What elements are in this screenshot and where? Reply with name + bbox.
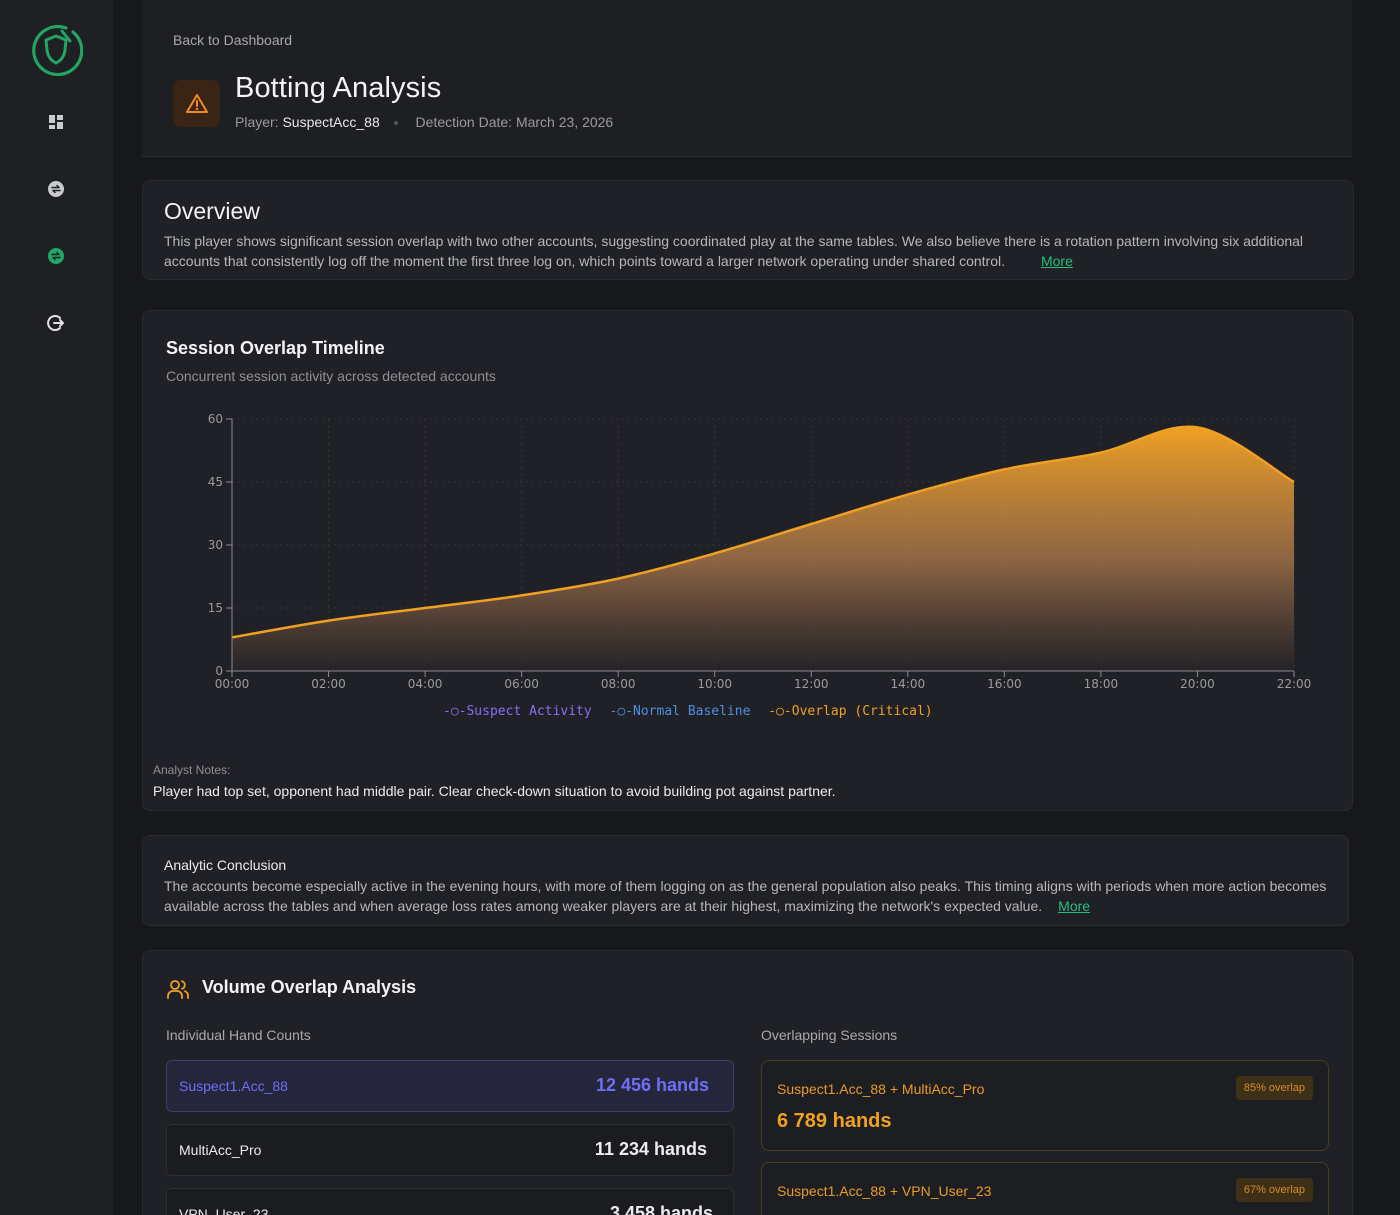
dashboard-icon[interactable] (45, 111, 67, 133)
page-header: Back to Dashboard Botting Analysis Playe… (142, 0, 1352, 157)
conclusion-text: The accounts become especially active in… (164, 877, 1334, 916)
legend-normal-baseline[interactable]: -○-Normal Baseline (609, 704, 751, 719)
legend-suspect-label: Suspect Activity (466, 704, 592, 719)
y-tick-label: 60 (208, 412, 223, 426)
x-tick-label: 00:00 (215, 677, 250, 691)
overview-more-link[interactable]: More (1040, 252, 1073, 269)
overlap-area-fill (232, 426, 1294, 671)
overlap-pair: Suspect1.Acc_88 + MultiAcc_Pro (777, 1081, 985, 1097)
x-tick-label: 08:00 (601, 677, 636, 691)
transfer-icon-active[interactable] (45, 245, 67, 267)
hand-count: 3 458 hands (609, 1203, 713, 1215)
session-overlap-timeline-card: Session Overlap Timeline Concurrent sess… (142, 310, 1353, 811)
conclusion-body: The accounts become especially active in… (164, 878, 1327, 914)
y-tick-label: 15 (208, 601, 223, 615)
legend-overlap-critical[interactable]: -○-Overlap (Critical) (768, 704, 933, 719)
users-icon (167, 980, 189, 999)
x-tick-label: 22:00 (1277, 677, 1312, 691)
y-tick-label: 0 (215, 664, 223, 678)
overlap-hands: 6 789 hands (777, 1110, 892, 1132)
x-tick-label: 02:00 (311, 677, 346, 691)
overview-card: Overview This player shows significant s… (142, 180, 1354, 280)
page-title: Botting Analysis (235, 72, 442, 104)
x-tick-label: 18:00 (1084, 677, 1119, 691)
analytic-conclusion-card: Analytic Conclusion The accounts become … (142, 835, 1349, 926)
hand-count-row[interactable]: VPN_User_23 3 458 hands (166, 1188, 734, 1215)
analyst-notes-text: Player had top set, opponent had middle … (153, 783, 836, 799)
x-tick-label: 06:00 (504, 677, 539, 691)
overview-body: This player shows significant session ov… (164, 233, 1304, 269)
back-to-dashboard-link[interactable]: Back to Dashboard (173, 32, 293, 48)
volume-title: Volume Overlap Analysis (202, 977, 417, 997)
overview-text: This player shows significant session ov… (164, 232, 1324, 271)
player-label: Player: (235, 114, 279, 130)
sidebar (0, 0, 113, 1215)
chart-title: Session Overlap Timeline (166, 338, 385, 358)
account-name: Suspect1.Acc_88 (179, 1078, 288, 1094)
shield-logo-icon[interactable] (29, 23, 84, 77)
conclusion-more-link[interactable]: More (1058, 897, 1091, 914)
overlap-pair: Suspect1.Acc_88 + VPN_User_23 (777, 1183, 992, 1199)
x-tick-label: 20:00 (1180, 677, 1215, 691)
x-tick-label: 12:00 (794, 677, 829, 691)
page-meta: Player: SuspectAcc_88 Detection Date: Ma… (235, 114, 613, 130)
hand-count-row[interactable]: MultiAcc_Pro 11 234 hands (166, 1124, 734, 1176)
x-tick-label: 16:00 (987, 677, 1022, 691)
overlap-series-line (231, 425, 1295, 639)
x-tick-label: 04:00 (408, 677, 443, 691)
session-overlap-chart: 0 15 30 45 60 00:00 02:00 04:00 06:00 08:00 10:00 1… (208, 412, 1312, 691)
legend-baseline-label: Normal Baseline (633, 704, 751, 719)
individual-hand-counts-label: Individual Hand Counts (166, 1027, 311, 1043)
overlap-badge: 67% overlap (1235, 1178, 1313, 1202)
hand-count-row[interactable]: Suspect1.Acc_88 12 456 hands (166, 1060, 734, 1112)
overlap-session-card[interactable]: Suspect1.Acc_88 + MultiAcc_Pro 85% overl… (761, 1060, 1329, 1151)
overlapping-sessions-label: Overlapping Sessions (761, 1027, 898, 1043)
warning-icon (173, 80, 220, 127)
chart-legend: -○-Suspect Activity -○-Normal Baseline -… (443, 704, 943, 719)
hand-count: 11 234 hands (594, 1139, 707, 1159)
y-tick-label: 45 (208, 475, 223, 489)
overlap-session-card[interactable]: Suspect1.Acc_88 + VPN_User_23 67% overla… (761, 1162, 1329, 1215)
legend-overlap-label: Overlap (Critical) (791, 704, 933, 719)
overview-title: Overview (164, 198, 260, 224)
volume-overlap-card: Volume Overlap Analysis Individual Hand … (142, 950, 1353, 1215)
conclusion-title: Analytic Conclusion (164, 857, 287, 873)
legend-suspect-activity[interactable]: -○-Suspect Activity (443, 704, 592, 719)
detection-value: March 23, 2026 (515, 114, 614, 130)
hand-count: 12 456 hands (595, 1075, 709, 1095)
detection-label: Detection Date: (415, 114, 513, 130)
analyst-notes-label: Analyst Notes: (153, 763, 231, 777)
overlap-badge: 85% overlap (1235, 1076, 1313, 1100)
meta-separator (393, 121, 398, 126)
account-name: VPN_User_23 (179, 1206, 269, 1215)
y-tick-label: 30 (208, 538, 223, 552)
x-tick-label: 10:00 (697, 677, 732, 691)
logout-icon[interactable] (45, 312, 67, 334)
transfer-icon[interactable] (45, 178, 67, 200)
player-value: SuspectAcc_88 (282, 114, 380, 130)
chart-subtitle: Concurrent session activity across detec… (166, 368, 496, 384)
x-tick-label: 14:00 (891, 677, 926, 691)
account-name: MultiAcc_Pro (179, 1142, 262, 1158)
